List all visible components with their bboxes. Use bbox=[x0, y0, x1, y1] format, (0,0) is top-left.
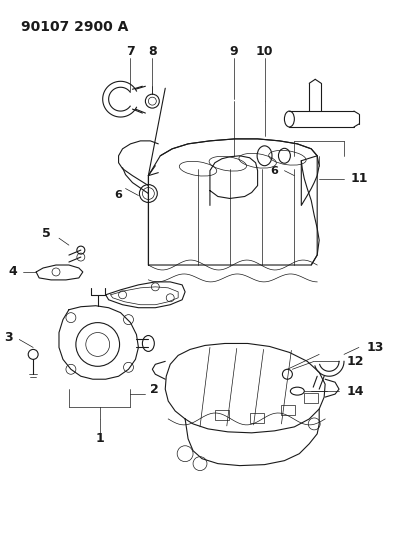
Text: 2: 2 bbox=[150, 383, 159, 395]
Bar bbox=[215, 410, 228, 420]
Bar bbox=[304, 393, 318, 403]
Text: 12: 12 bbox=[346, 355, 364, 368]
Bar bbox=[249, 413, 263, 423]
Text: 5: 5 bbox=[42, 227, 51, 240]
Text: 6: 6 bbox=[114, 190, 122, 200]
Text: 8: 8 bbox=[148, 45, 156, 58]
Text: 4: 4 bbox=[8, 265, 17, 278]
Text: 14: 14 bbox=[346, 385, 364, 398]
Text: 7: 7 bbox=[126, 45, 134, 58]
Text: 11: 11 bbox=[350, 172, 368, 185]
Text: 9: 9 bbox=[229, 45, 237, 58]
Bar bbox=[281, 405, 295, 415]
Text: 13: 13 bbox=[366, 341, 383, 354]
Text: 6: 6 bbox=[270, 166, 278, 176]
Text: 90107 2900 A: 90107 2900 A bbox=[21, 20, 128, 34]
Text: 1: 1 bbox=[95, 432, 104, 445]
Text: 10: 10 bbox=[255, 45, 273, 58]
Text: 3: 3 bbox=[5, 331, 13, 344]
